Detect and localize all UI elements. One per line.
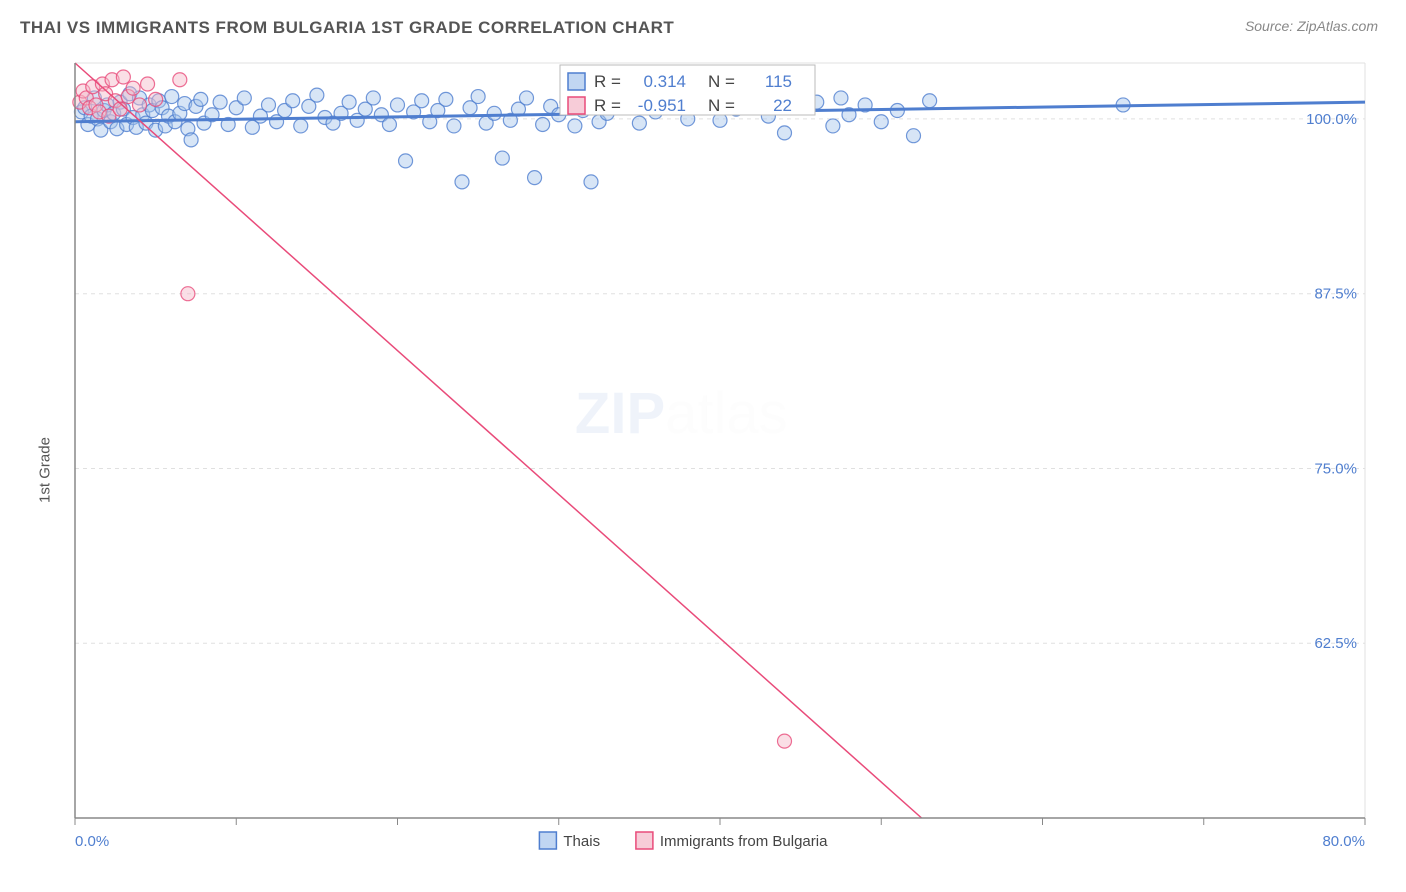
chart-area: 1st Grade 62.5% 75.0% 87.5% 100.0% 0.0% 80.0%… [20,55,1380,885]
svg-text:87.5%: 87.5% [1314,286,1357,303]
svg-text:75.0%: 75.0% [1314,460,1357,477]
svg-text:N =: N = [708,72,735,91]
svg-text:115: 115 [765,72,792,91]
scatter-chart: 62.5% 75.0% 87.5% 100.0% 0.0% 80.0% ZIPatlas R … [20,55,1380,885]
svg-text:R =: R = [594,72,621,91]
svg-text:62.5%: 62.5% [1314,635,1357,652]
chart-source: Source: ZipAtlas.com [1245,18,1378,34]
svg-text:R =: R = [594,96,621,115]
chart-header: THAI VS IMMIGRANTS FROM BULGARIA 1ST GRA… [0,0,1406,48]
svg-text:Thais: Thais [563,833,600,850]
svg-text:ZIPatlas: ZIPatlas [575,381,788,446]
svg-text:80.0%: 80.0% [1322,833,1365,850]
svg-text:N =: N = [708,96,735,115]
svg-text:100.0%: 100.0% [1306,111,1357,128]
svg-text:-0.951: -0.951 [638,96,686,115]
svg-text:0.0%: 0.0% [75,833,109,850]
svg-text:Immigrants from Bulgaria: Immigrants from Bulgaria [660,833,828,850]
y-axis-label: 1st Grade [36,437,53,503]
chart-title: THAI VS IMMIGRANTS FROM BULGARIA 1ST GRA… [20,18,674,38]
svg-text:22: 22 [773,96,792,115]
svg-text:0.314: 0.314 [643,72,686,91]
